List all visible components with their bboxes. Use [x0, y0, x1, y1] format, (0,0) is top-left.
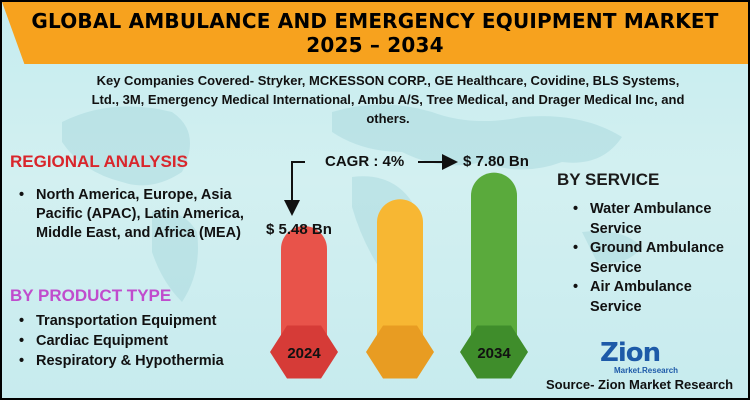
list-item: Respiratory & Hypothermia	[16, 351, 276, 371]
list-item: Transportation Equipment	[16, 311, 276, 331]
key-companies-text: Key Companies Covered- Stryker, MCKESSON…	[91, 73, 685, 126]
bar-base-2024	[270, 325, 338, 379]
zion-logo: Zion Market.Research	[600, 338, 700, 378]
bar-2024	[281, 225, 327, 352]
logo-sub-text: Market.Research	[614, 366, 679, 375]
product-type-list: Transportation Equipment Cardiac Equipme…	[16, 311, 276, 371]
market-size-chart: 2024 2034	[270, 154, 528, 379]
list-item: Water Ambulance Service	[570, 200, 745, 239]
cagr-label: CAGR : 4%	[325, 153, 405, 170]
source-text: Source- Zion Market Research	[546, 377, 734, 392]
list-item: Cardiac Equipment	[16, 331, 276, 351]
bar-base-middle	[366, 325, 434, 379]
category-label-2034: 2034	[477, 345, 511, 362]
regional-analysis-heading: REGIONAL ANALYSIS	[10, 152, 188, 171]
bar-middle	[377, 199, 423, 352]
list-item: Air Ambulance Service	[570, 278, 745, 317]
page-subtitle-years: 2025 – 2034	[306, 33, 444, 57]
value-label-2024: $ 5.48 Bn	[266, 221, 332, 238]
bar-base-2034	[460, 325, 528, 379]
regional-list: North America, Europe, Asia Pacific (APA…	[16, 186, 256, 243]
logo-main-text: Zion	[600, 338, 661, 368]
bar-2034	[471, 172, 517, 352]
list-item: North America, Europe, Asia Pacific (APA…	[16, 186, 256, 243]
cagr-arrow-down	[284, 161, 305, 216]
category-label-2024: 2024	[287, 345, 321, 362]
value-label-2034: $ 7.80 Bn	[463, 153, 529, 170]
service-heading: BY SERVICE	[557, 170, 660, 189]
page-title: GLOBAL AMBULANCE AND EMERGENCY EQUIPMENT…	[31, 9, 719, 33]
service-list: Water Ambulance Service Ground Ambulance…	[570, 200, 745, 317]
list-item: Ground Ambulance Service	[570, 239, 745, 278]
product-type-heading: BY PRODUCT TYPE	[10, 286, 172, 305]
title-banner: GLOBAL AMBULANCE AND EMERGENCY EQUIPMENT…	[2, 2, 748, 64]
